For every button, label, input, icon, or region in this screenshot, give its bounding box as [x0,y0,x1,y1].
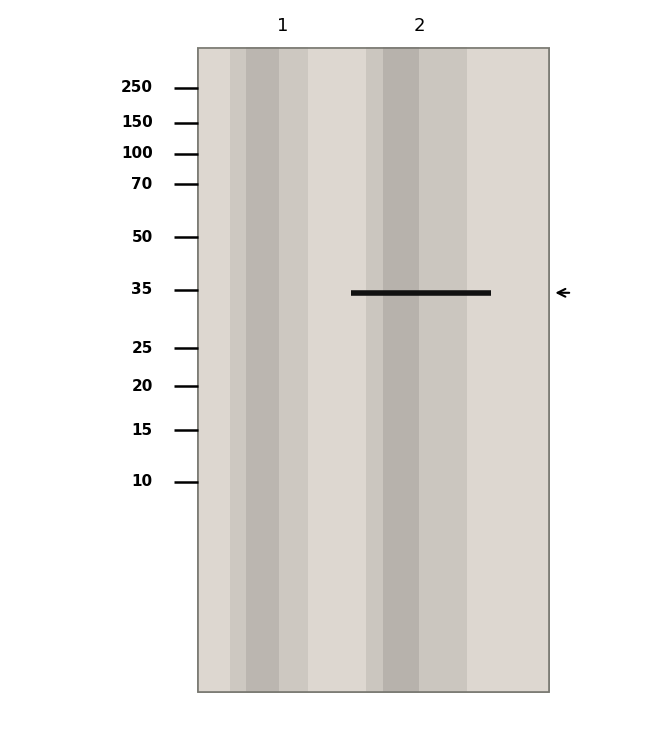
Text: 25: 25 [131,341,153,356]
Text: 1: 1 [277,17,289,34]
Text: 100: 100 [121,146,153,161]
Bar [198,48,549,692]
Bar [198,48,549,692]
Text: 10: 10 [131,474,153,489]
Text: 250: 250 [121,81,153,95]
Text: 150: 150 [121,116,153,130]
Text: 15: 15 [131,423,153,438]
Text: 2: 2 [413,17,425,34]
Text: 70: 70 [131,177,153,192]
Text: 20: 20 [131,379,153,394]
Text: 50: 50 [131,230,153,244]
Text: 35: 35 [131,283,153,297]
